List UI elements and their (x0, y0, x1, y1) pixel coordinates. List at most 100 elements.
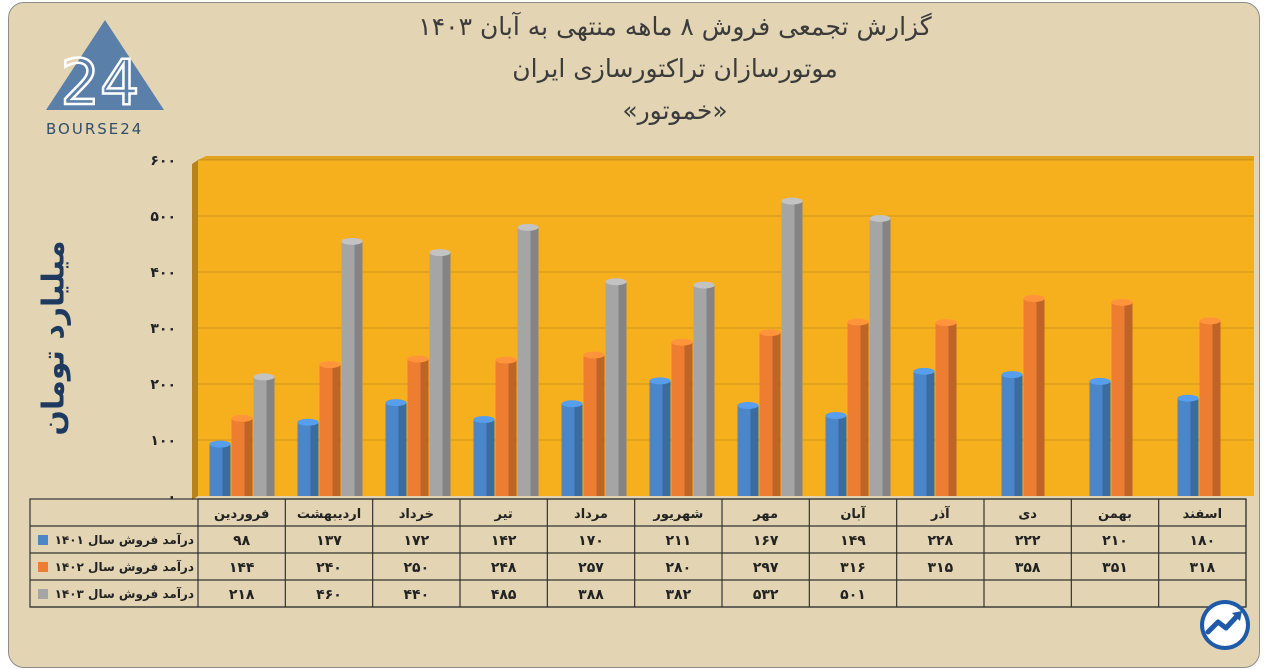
bar-shade (442, 252, 451, 496)
bar-shade (684, 342, 693, 496)
bar (495, 356, 517, 496)
legend-series-name: درآمد فروش سال ۱۴۰۱ (55, 532, 194, 548)
x-category-label: مرداد (574, 507, 608, 522)
data-value-label: ۳۱۶ (840, 560, 866, 576)
data-value-label: ۱۴۴ (229, 560, 255, 576)
bar-shade (838, 415, 847, 496)
bar (825, 412, 847, 496)
bar (847, 318, 869, 496)
bar (1001, 371, 1023, 496)
x-category-label: اردیبهشت (297, 507, 361, 522)
bar (913, 367, 935, 496)
bar (1199, 317, 1221, 496)
y-tick-label: ۱۰۰ (150, 433, 176, 449)
bar-top (561, 400, 583, 408)
bar-shade (574, 403, 583, 496)
bar-top (319, 361, 341, 369)
x-category-label: دی (1018, 507, 1037, 522)
x-category-label: آذر (930, 505, 950, 522)
bar-shade (860, 322, 869, 496)
bar-top (605, 278, 627, 286)
bar-shade (222, 444, 231, 496)
bar-top (825, 412, 847, 420)
y-tick-label: ۵۰۰ (150, 209, 176, 225)
bar (649, 377, 671, 496)
bar-shade (794, 201, 803, 496)
bar (583, 351, 605, 496)
bar-shade (706, 285, 715, 496)
data-value-label: ۱۴۹ (840, 533, 866, 549)
bar-shade (1212, 320, 1221, 496)
chart-subtitle: موتورسازان تراکتورسازی ایران (512, 54, 838, 83)
data-value-label: ۲۲۸ (928, 533, 954, 549)
bar (385, 399, 407, 496)
x-category-label: مهر (752, 507, 778, 522)
data-value-label: ۲۹۷ (753, 560, 779, 576)
bar (231, 414, 253, 496)
bar-shade (266, 376, 275, 496)
bar-shade (354, 241, 363, 496)
bar-shade (926, 371, 935, 496)
bar-top (1199, 317, 1221, 325)
bar (253, 373, 275, 496)
bar (869, 214, 891, 496)
bar-shade (398, 402, 407, 496)
data-value-label: ۲۸۰ (666, 560, 692, 576)
bar-shade (596, 355, 605, 496)
x-category-label: بهمن (1098, 507, 1132, 522)
bar-top (1177, 394, 1199, 402)
data-value-label: ۱۷۲ (404, 533, 430, 549)
bar-shade (662, 380, 671, 496)
bar-top (671, 338, 693, 346)
bar (693, 281, 715, 496)
bar (759, 329, 781, 496)
data-value-label: ۳۵۸ (1015, 560, 1041, 576)
data-value-label: ۲۴۰ (316, 560, 342, 576)
bar-shade (244, 418, 253, 496)
logo-numeral: 24 (61, 46, 140, 119)
bar-top (385, 399, 407, 407)
plot-side-wall (192, 160, 198, 500)
bar-top (341, 237, 363, 245)
bar-shade (486, 419, 495, 496)
trend-up-icon (1200, 600, 1250, 650)
bar-top (759, 329, 781, 337)
bar-top (231, 414, 253, 422)
bar-shade (332, 364, 341, 496)
bar-top (737, 401, 759, 409)
bar (561, 400, 583, 496)
bar-shade (1014, 374, 1023, 496)
bourse24-logo: 24 (46, 20, 164, 120)
bar (517, 223, 539, 496)
bar-top (693, 281, 715, 289)
data-value-label: ۴۶۰ (316, 587, 342, 603)
bar-top (781, 197, 803, 205)
bar-top (935, 319, 957, 327)
bar (473, 415, 495, 496)
bar-shade (618, 281, 627, 496)
bar-shade (1190, 398, 1199, 496)
data-value-label: ۴۸۵ (491, 587, 517, 603)
data-value-label: ۴۴۰ (404, 587, 430, 603)
bar (319, 361, 341, 496)
bar (407, 355, 429, 496)
bar-shade (310, 422, 319, 496)
data-value-label: ۱۷۰ (578, 533, 604, 549)
bar-top (495, 356, 517, 364)
legend-series-name: درآمد فروش سال ۱۴۰۲ (55, 559, 194, 575)
bar (1023, 295, 1045, 496)
data-value-label: ۱۴۲ (491, 533, 517, 549)
data-value-label: ۳۸۲ (666, 587, 692, 603)
x-category-label: خرداد (399, 507, 434, 522)
legend-swatch (38, 589, 48, 599)
bar-top (1001, 371, 1023, 379)
bar-shade (1102, 381, 1111, 496)
y-tick-label: ۴۰۰ (150, 265, 176, 281)
data-value-label: ۵۰۱ (840, 587, 866, 603)
logo-text: BOURSE24 (46, 120, 144, 138)
bar (671, 338, 693, 496)
bar (737, 401, 759, 496)
bar-top (209, 440, 231, 448)
plot-area (198, 160, 1254, 496)
